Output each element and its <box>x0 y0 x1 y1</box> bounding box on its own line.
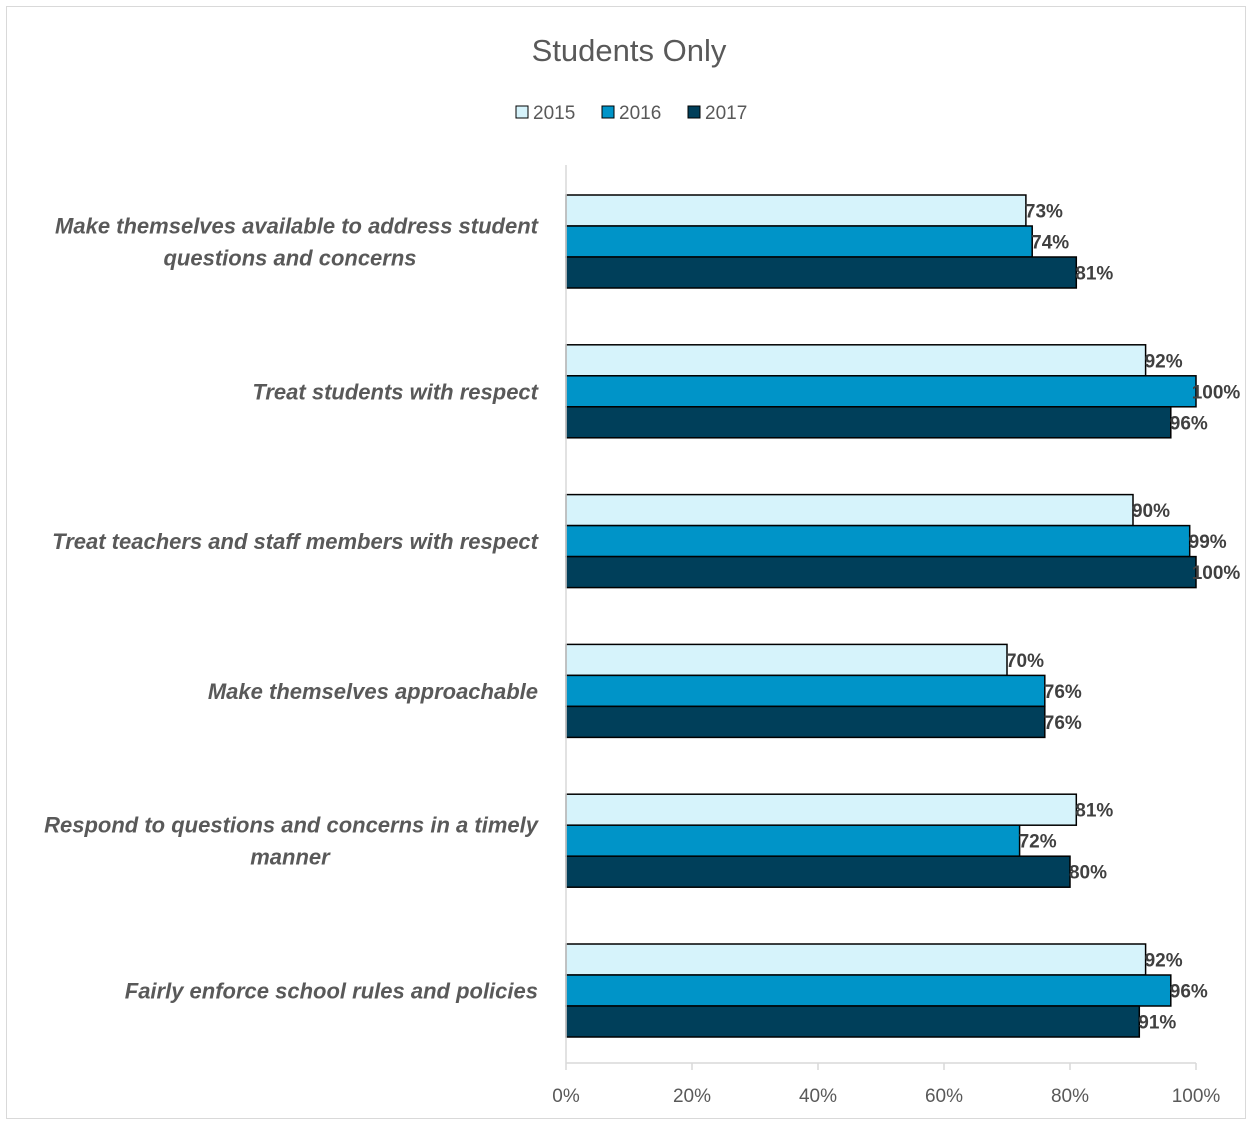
bar-2017-2 <box>565 555 1197 589</box>
data-label-2015-2: 90% <box>1132 501 1170 522</box>
bar-2015-5 <box>565 943 1147 976</box>
x-tick-label-1: 20% <box>673 1086 711 1107</box>
bars-group <box>565 194 1197 1038</box>
data-label-2017-2: 100% <box>1192 563 1241 584</box>
data-label-2015-4: 81% <box>1075 801 1113 822</box>
data-label-2015-5: 92% <box>1145 951 1183 972</box>
data-label-2016-4: 72% <box>1019 832 1057 853</box>
data-label-2017-0: 81% <box>1075 264 1113 285</box>
category-label-3-line-0: Make themselves approachable <box>208 679 538 704</box>
legend-label-2017: 2017 <box>705 103 747 124</box>
data-label-2016-5: 96% <box>1170 982 1208 1003</box>
data-label-2017-3: 76% <box>1044 713 1082 734</box>
x-tick-label-2: 40% <box>799 1086 837 1107</box>
data-label-2015-3: 70% <box>1006 651 1044 672</box>
bar-2015-1 <box>565 344 1147 377</box>
bar-2017-3 <box>565 705 1046 739</box>
x-tick-label-4: 80% <box>1051 1086 1089 1107</box>
legend: 2015 2016 2017 <box>515 103 747 124</box>
category-label-5-line-0: Fairly enforce school rules and policies <box>125 979 538 1004</box>
data-label-2016-2: 99% <box>1189 532 1227 553</box>
chart-title: Students Only <box>532 33 727 68</box>
category-label-1-line-0: Treat students with respect <box>252 379 539 404</box>
data-label-2016-0: 74% <box>1031 233 1069 254</box>
bar-2016-5 <box>565 974 1172 1007</box>
bar-2016-3 <box>565 674 1046 708</box>
x-tick-label-3: 60% <box>925 1086 963 1107</box>
bar-2017-5 <box>565 1005 1141 1038</box>
category-label-2-line-0: Treat teachers and staff members with re… <box>52 529 540 554</box>
bar-2017-0 <box>565 256 1078 289</box>
data-label-2015-1: 92% <box>1145 351 1183 372</box>
data-label-2016-1: 100% <box>1192 382 1241 403</box>
bar-2016-0 <box>565 225 1033 258</box>
category-label-4-line-0: Respond to questions and concerns in a t… <box>44 813 540 838</box>
category-label-4-line-1: manner <box>250 845 331 870</box>
legend-swatch-2017 <box>687 105 701 119</box>
bar-2016-1 <box>565 375 1197 408</box>
data-label-2017-4: 80% <box>1069 863 1107 884</box>
legend-swatch-2015 <box>515 105 529 119</box>
data-label-2016-3: 76% <box>1044 682 1082 703</box>
bar-2017-1 <box>565 406 1172 439</box>
bar-2016-4 <box>565 824 1021 857</box>
bar-2015-4 <box>565 793 1078 826</box>
category-label-0-line-0: Make themselves available to address stu… <box>55 214 540 239</box>
bar-2015-2 <box>565 493 1134 527</box>
x-tick-label-5: 100% <box>1172 1086 1221 1107</box>
legend-swatch-2016 <box>601 105 615 119</box>
bar-2016-2 <box>565 524 1191 558</box>
bar-2015-3 <box>565 643 1008 677</box>
data-label-2017-5: 91% <box>1138 1013 1176 1034</box>
data-label-2017-1: 96% <box>1170 413 1208 434</box>
legend-label-2016: 2016 <box>619 103 661 124</box>
axes-group: 0% 20% 40% 60% 80% 100% <box>552 165 1220 1107</box>
x-tick-label-0: 0% <box>552 1086 580 1107</box>
bar-2015-0 <box>565 194 1027 227</box>
legend-label-2015: 2015 <box>533 103 575 124</box>
data-labels-group: 73%74%81%92%100%96%90%99%100%70%76%76%81… <box>1006 202 1240 1034</box>
bar-2017-4 <box>565 855 1071 888</box>
data-label-2015-0: 73% <box>1025 202 1063 223</box>
category-labels-group: Make themselves available to address stu… <box>44 214 540 1004</box>
category-label-0-line-1: questions and concerns <box>163 246 416 271</box>
